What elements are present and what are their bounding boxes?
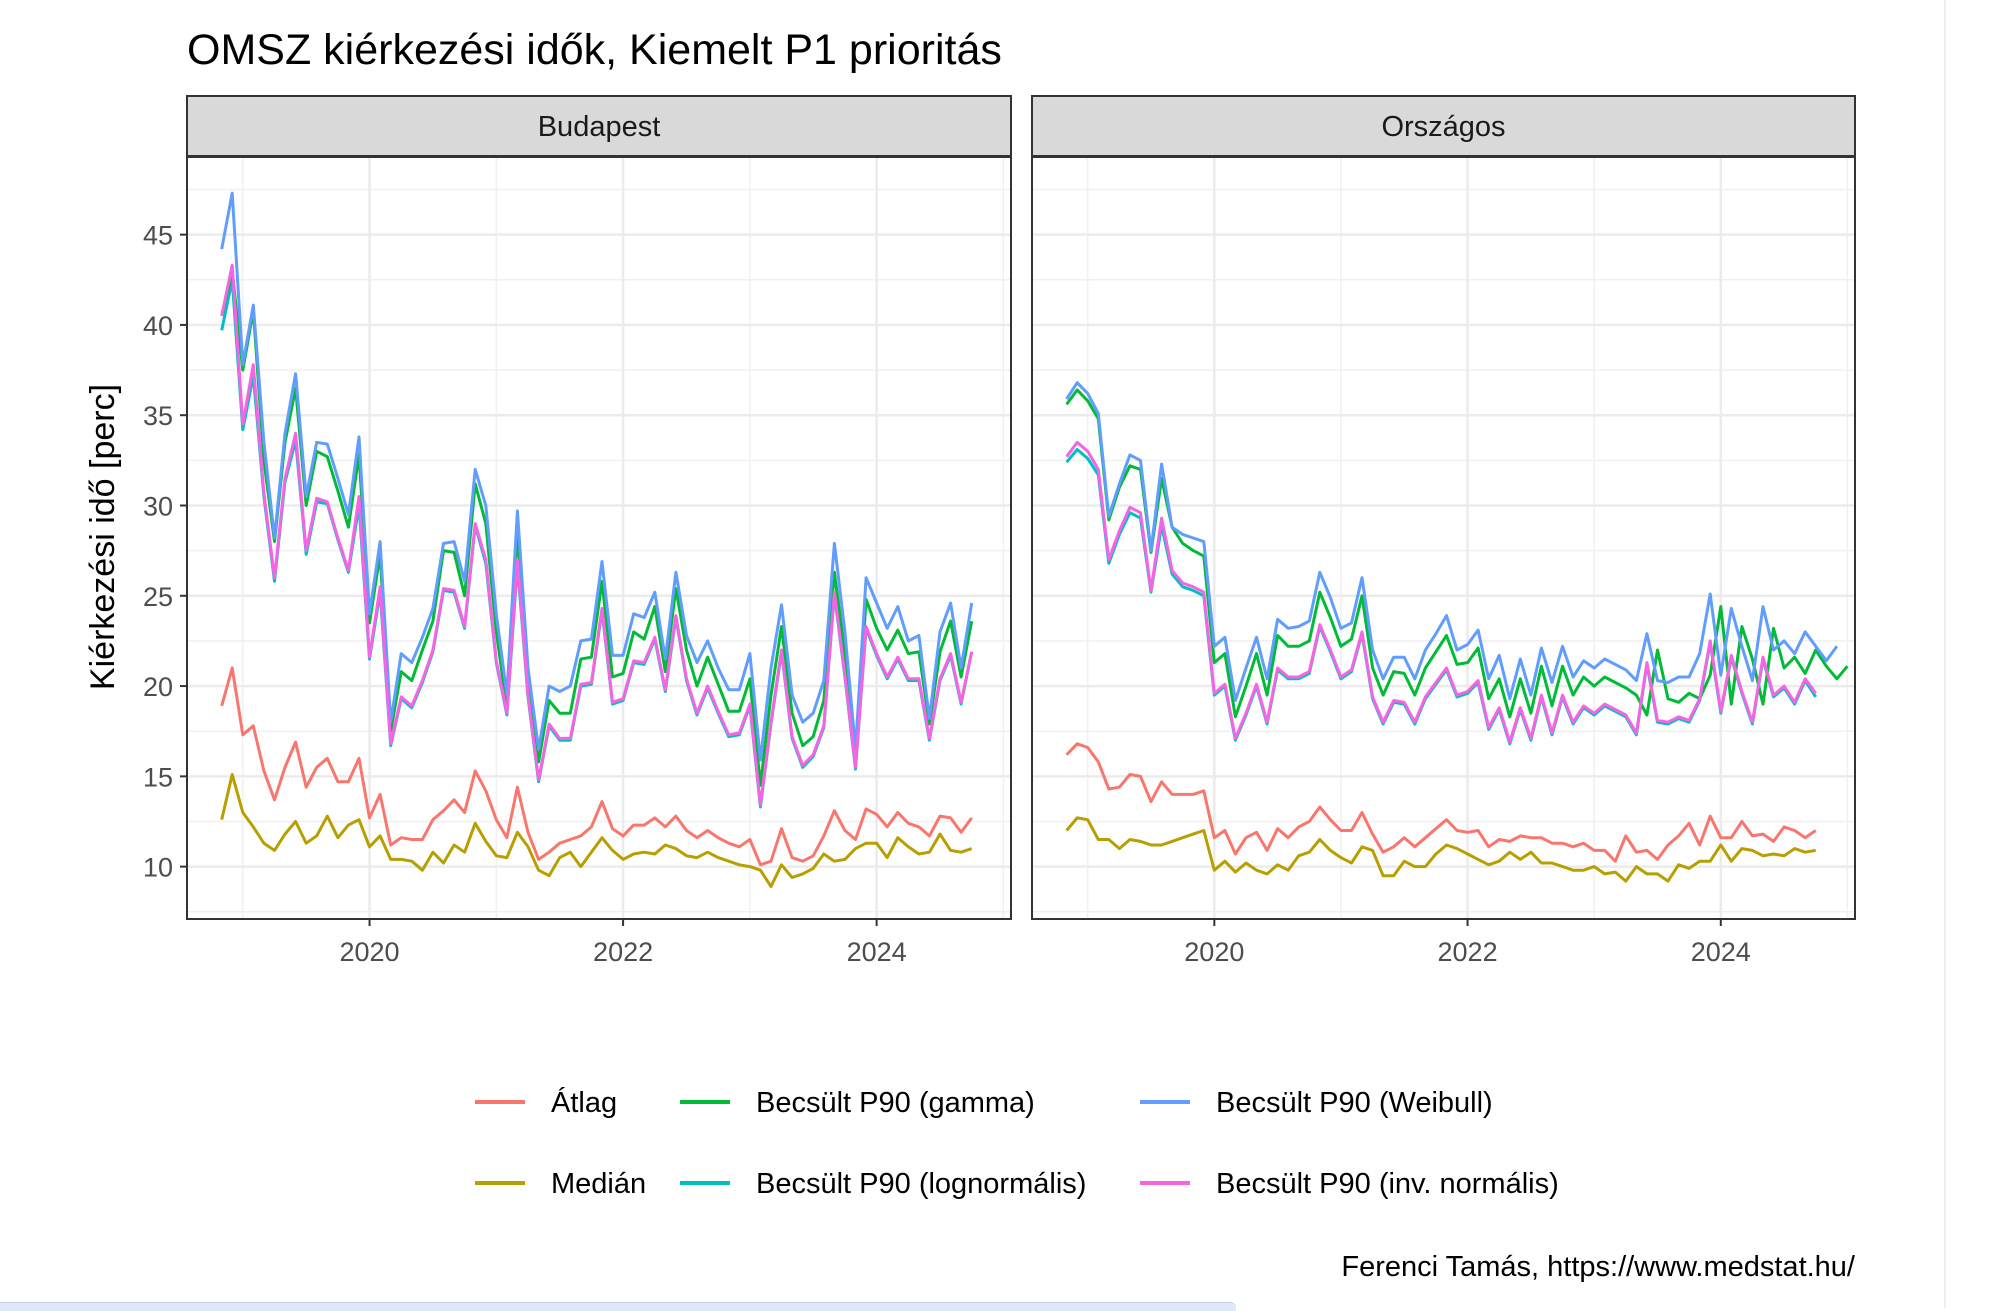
legend-item-lognorm: Becsült P90 (lognormális) [680,1168,1086,1200]
legend-label: Becsült P90 (Weibull) [1216,1087,1493,1119]
series-line-invnorm [220,263,974,807]
panel-budapest: Budapest 2020 2022 2024 10 15 20 25 30 35 40 45 [143,95,1012,967]
legend-item-atlag: Átlag [475,1086,617,1119]
panel-border [1031,156,1856,920]
facet-strip [1031,95,1856,157]
x-tick-label: 2022 [593,937,653,967]
series-line-gamma [1065,388,1849,719]
legend-item-gamma: Becsült P90 (gamma) [680,1087,1035,1119]
series-line-atlag [1065,742,1817,863]
x-tick-label: 2020 [1184,937,1244,967]
y-tick-label: 45 [143,221,173,251]
plot-area [187,157,1011,919]
legend-item-invnorm: Becsült P90 (inv. normális) [1140,1168,1559,1200]
x-tick-label: 2024 [1691,937,1751,967]
y-tick-label: 15 [143,762,173,792]
series-line-median [1065,816,1816,883]
series-line-weibull [220,191,974,762]
y-tick-label: 25 [143,582,173,612]
plot-area [1032,157,1855,919]
legend-label: Becsült P90 (gamma) [756,1087,1035,1119]
window-divider [1944,0,1946,1308]
panel-orszagos: Országos 2020 2022 2024 [1031,95,1856,967]
x-tick-label: 2022 [1438,937,1498,967]
facet-label: Országos [1381,111,1505,143]
series-line-invnorm [1065,440,1817,744]
series-line-gamma [220,269,974,787]
y-tick-label: 10 [143,853,173,883]
series-line-atlag [220,666,973,867]
legend-label: Medián [551,1168,646,1200]
y-tick-label: 30 [143,491,173,521]
x-tick-label: 2024 [847,937,907,967]
y-tick-label: 20 [143,672,173,702]
series-line-median [220,773,973,888]
bottom-panel-edge [0,1302,1236,1311]
legend-item-median: Medián [475,1168,646,1200]
legend-label: Becsült P90 (inv. normális) [1216,1168,1559,1200]
x-tick-label: 2020 [340,937,400,967]
legend-label: Átlag [551,1086,617,1119]
y-tick-label: 40 [143,311,173,341]
y-tick-label: 35 [143,401,173,431]
legend: Átlag Medián Becsült P90 (gamma) Becsült P9… [475,1086,1559,1200]
y-axis-title: Kiérkezési idő [perc] [84,384,122,690]
series-line-weibull [1065,381,1839,702]
legend-label: Becsült P90 (lognormális) [756,1168,1086,1200]
legend-item-weibull: Becsült P90 (Weibull) [1140,1087,1493,1119]
facet-label: Budapest [538,111,661,143]
caption: Ferenci Tamás, https://www.medstat.hu/ [1341,1251,1856,1283]
panel-border [186,156,1012,920]
chart-title: OMSZ kiérkezési idők, Kiemelt P1 priorit… [187,26,1002,74]
